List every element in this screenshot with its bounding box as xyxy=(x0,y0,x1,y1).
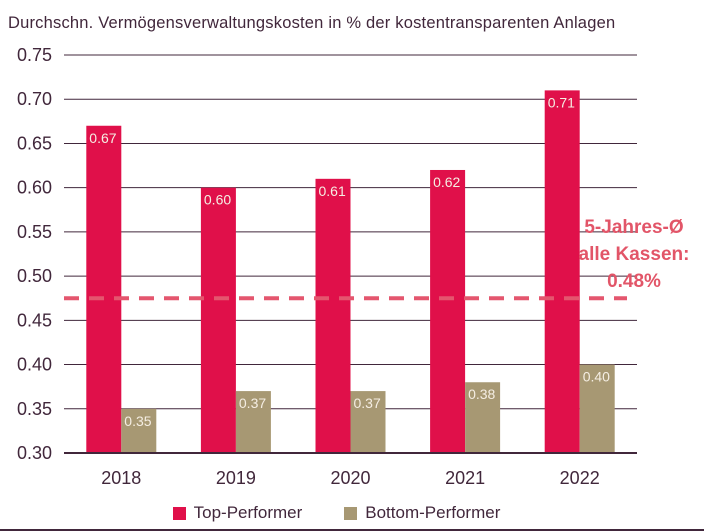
y-tick-label: 0.65 xyxy=(17,133,52,153)
bar-bottom-performer-2022 xyxy=(579,364,615,453)
x-axis-label-2020: 2020 xyxy=(330,468,370,488)
bar-top-performer-2018 xyxy=(86,125,122,453)
y-tick-label: 0.70 xyxy=(17,89,52,109)
bar-value-label: 0.62 xyxy=(433,174,460,190)
y-tick-label: 0.50 xyxy=(17,266,52,286)
reference-annotation: 5-Jahres-Ø alle Kassen: 0.48% xyxy=(579,217,690,292)
x-axis-label-2021: 2021 xyxy=(445,468,485,488)
y-tick-label: 0.60 xyxy=(17,178,52,198)
bar-value-label: 0.37 xyxy=(239,395,266,411)
chart-svg: 0.30 0.35 0.40 0.45 0.50 0.55 0.60 0.65 0.70 0.75… xyxy=(17,45,690,488)
bar-top-performer-2020 xyxy=(315,178,351,454)
bar-value-label: 0.60 xyxy=(204,192,231,208)
chart-title: Durchschn. Vermögensverwaltungskosten in… xyxy=(8,14,616,32)
bar-value-label: 0.67 xyxy=(89,130,116,146)
x-axis-label-2019: 2019 xyxy=(216,468,256,488)
y-tick-label: 0.55 xyxy=(17,222,52,242)
y-tick-label: 0.35 xyxy=(17,399,52,419)
bar-top-performer-2022 xyxy=(544,90,580,453)
y-tick-label: 0.30 xyxy=(17,443,52,463)
legend-label-top-performer: Top-Performer xyxy=(193,503,303,522)
bar-value-label: 0.61 xyxy=(319,183,346,199)
bar-value-label: 0.71 xyxy=(548,94,575,110)
bar-bottom-performer-2021 xyxy=(465,382,501,453)
bar-value-label: 0.35 xyxy=(124,413,151,429)
bottom-divider xyxy=(0,529,704,531)
bar-top-performer-2021 xyxy=(430,169,466,453)
bar-top-performer-2019 xyxy=(200,187,236,453)
y-tick-label: 0.75 xyxy=(17,45,52,65)
legend-item-bottom-performer: Bottom-Performer xyxy=(344,503,500,523)
legend-label-bottom-performer: Bottom-Performer xyxy=(365,503,501,522)
y-tick-label: 0.45 xyxy=(17,310,52,330)
bar-bottom-performer-2019 xyxy=(235,391,271,453)
x-axis-label-2022: 2022 xyxy=(560,468,600,488)
x-axis-label-2018: 2018 xyxy=(101,468,141,488)
chart-legend: Top-Performer Bottom-Performer xyxy=(0,500,673,526)
bar-bottom-performer-2020 xyxy=(350,391,386,453)
bar-value-label: 0.38 xyxy=(468,386,495,402)
bar-value-label: 0.40 xyxy=(583,369,610,385)
legend-swatch-top-performer-icon xyxy=(172,506,186,520)
legend-item-top-performer: Top-Performer xyxy=(172,503,303,523)
legend-swatch-bottom-performer-icon xyxy=(344,506,358,520)
bar-bottom-performer-2018 xyxy=(121,408,157,453)
bar-value-label: 0.37 xyxy=(354,395,381,411)
y-tick-label: 0.40 xyxy=(17,355,52,375)
